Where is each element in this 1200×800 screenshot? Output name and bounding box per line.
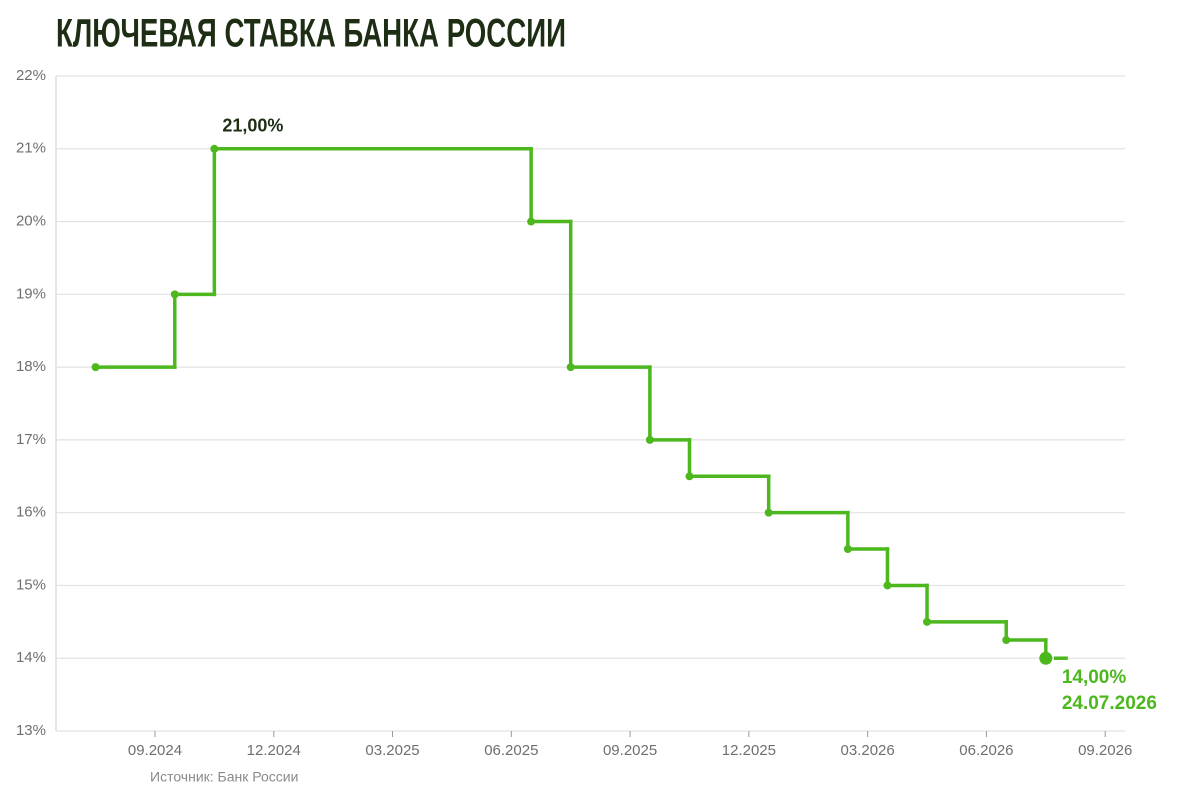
point [527, 217, 536, 226]
y-tick-label: 15% [16, 576, 46, 593]
point [91, 363, 100, 372]
point [1039, 651, 1053, 665]
y-tick-label: 17% [16, 431, 46, 448]
x-tick-label: 06.2026 [959, 742, 1013, 759]
value-label: 14,00% [1062, 667, 1127, 688]
point [1002, 636, 1011, 645]
point [566, 363, 575, 372]
y-tick-label: 21% [16, 140, 46, 157]
point [843, 545, 852, 554]
y-tick-label: 18% [16, 358, 46, 375]
x-tick-label: 09.2025 [603, 742, 657, 759]
y-tick-label: 20% [16, 213, 46, 230]
point [170, 290, 179, 299]
y-tick-label: 19% [16, 285, 46, 302]
point [764, 508, 773, 517]
y-tick-label: 14% [16, 649, 46, 666]
x-tick-label: 09.2026 [1078, 742, 1132, 759]
x-tick-label: 12.2025 [722, 742, 776, 759]
y-tick-label: 22% [16, 67, 46, 84]
x-tick-label: 03.2025 [365, 742, 419, 759]
x-tick-label: 12.2024 [247, 742, 301, 759]
x-tick-label: 09.2024 [128, 742, 182, 759]
chart-title: КЛЮЧЕВАЯ СТАВКА БАНКА РОССИИ [56, 12, 566, 56]
point [210, 144, 219, 153]
x-tick-label: 03.2026 [841, 742, 895, 759]
y-tick-label: 16% [16, 504, 46, 521]
point [645, 435, 654, 444]
value-label: 21,00% [222, 116, 283, 136]
point [923, 617, 932, 626]
point [883, 581, 892, 590]
source: Источник: Банк России [150, 769, 298, 785]
y-tick-label: 13% [16, 722, 46, 739]
x-tick-label: 06.2025 [484, 742, 538, 759]
point [685, 472, 694, 481]
annotation: 24.07.2026 [1062, 693, 1157, 714]
